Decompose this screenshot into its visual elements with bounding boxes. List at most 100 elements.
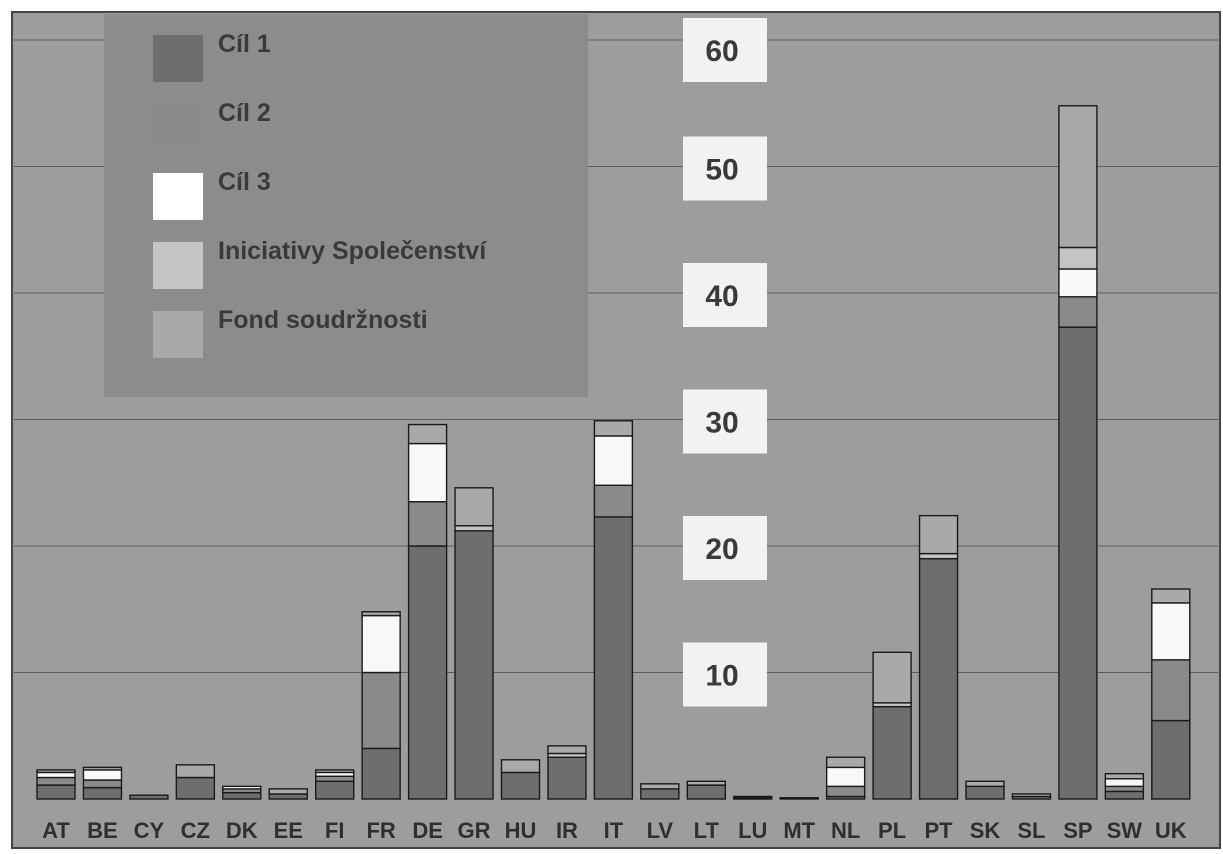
x-tick-label: FI [325, 818, 345, 843]
x-tick-label: IR [556, 818, 578, 843]
bar-segment-at-1 [36, 776, 76, 786]
y-tick-box [683, 642, 767, 707]
x-tick-label: AT [42, 818, 70, 843]
bar-segment-hu-0 [500, 771, 541, 800]
bar-segment-lv-0 [640, 788, 680, 800]
bar-segment-ir-0 [547, 756, 587, 800]
legend-swatch [153, 311, 203, 358]
x-tick-label: SK [970, 818, 1001, 843]
legend: Cíl 1 Cíl 2 Cíl 3 Iniciativy Společenství Fo… [104, 14, 588, 397]
bar-segment-sw-4 [1104, 773, 1145, 780]
bar-segment-sp-4 [1058, 105, 1098, 249]
legend-swatch [153, 173, 203, 220]
bar-segment-lt-4 [686, 780, 726, 786]
y-tick-label: 30 [705, 407, 738, 440]
y-tick-box [683, 263, 767, 327]
bar-segment-mt-0 [779, 797, 819, 800]
x-axis-labels: AT BE CY CZ DK EE FI FR DE GR HU IR IT LV LT LU MT NL PL PT… [42, 818, 1187, 843]
bar-segment-pt-3 [918, 552, 959, 560]
bar-segment-hu-4 [500, 759, 541, 774]
x-tick-label: SL [1017, 818, 1045, 843]
bar-segment-be-4 [82, 766, 123, 771]
y-axis-ticks: 10 20 30 40 50 60 [683, 18, 767, 707]
legend-label: Cíl 2 [218, 99, 271, 127]
bar-segment-cy-0 [129, 794, 169, 800]
x-tick-label: MT [783, 818, 815, 843]
bar-segment-pl-4 [872, 651, 912, 704]
bar-segment-uk-4 [1151, 588, 1191, 604]
x-tick-label: CY [134, 818, 165, 843]
x-tick-label: NL [831, 818, 860, 843]
bar-segment-de-4 [407, 423, 448, 445]
bar-segment-it-1 [593, 484, 634, 518]
bar-segment-cz-0 [175, 776, 216, 800]
y-tick-box [683, 516, 767, 580]
x-tick-label: LV [647, 818, 674, 843]
x-tick-label: HU [505, 818, 537, 843]
y-tick-label: 40 [705, 280, 738, 313]
bar-segment-sp-2 [1058, 268, 1098, 298]
bar-segment-fi-4 [315, 769, 355, 774]
bar-segment-it-4 [593, 420, 634, 437]
bar-segment-sl-4 [1011, 793, 1052, 798]
bar-segment-fr-0 [361, 747, 401, 800]
bar-segment-fr-2 [361, 614, 401, 674]
bar-segment-de-1 [407, 501, 448, 547]
bar-segment-gr-0 [454, 530, 494, 800]
x-tick-label: PT [924, 818, 953, 843]
x-tick-label: EE [274, 818, 303, 843]
bar-segment-sw-0 [1104, 790, 1145, 800]
bar-segment-at-4 [36, 769, 76, 774]
x-tick-label: IT [604, 818, 624, 843]
bar-segment-ee-4 [268, 788, 308, 795]
x-tick-label: LT [694, 818, 720, 843]
x-tick-label: LU [738, 818, 767, 843]
bar-segment-nl-2 [825, 766, 866, 788]
bar-segment-sp-1 [1058, 296, 1098, 328]
bar-segment-sp-3 [1058, 246, 1098, 270]
legend-label: Cíl 3 [218, 168, 271, 196]
x-tick-label: GR [458, 818, 491, 843]
bars [36, 105, 1191, 800]
bar-segment-at-2 [36, 771, 76, 779]
bar-segment-sp-0 [1058, 326, 1098, 800]
bar-segment-pl-0 [872, 705, 912, 800]
x-tick-label: FR [366, 818, 395, 843]
legend-swatch [153, 242, 203, 289]
x-tick-label: SW [1107, 818, 1143, 843]
x-tick-label: DK [226, 818, 258, 843]
y-tick-box [683, 136, 767, 201]
bar-segment-dk-2 [222, 785, 262, 790]
y-tick-label: 60 [705, 35, 738, 68]
y-tick-label: 50 [705, 154, 738, 187]
y-tick-label: 10 [705, 660, 738, 693]
x-tick-label: UK [1155, 818, 1187, 843]
y-tick-label: 20 [705, 533, 738, 566]
legend-swatch [153, 104, 203, 151]
bar-segment-uk-1 [1151, 659, 1191, 722]
bar-segment-fi-0 [315, 780, 355, 800]
bar-segment-lv-4 [640, 783, 680, 790]
bar-segment-de-2 [407, 442, 448, 503]
bar-segment-lt-0 [686, 784, 726, 800]
bar-segment-cz-4 [175, 764, 216, 779]
x-tick-label: DE [412, 818, 443, 843]
bar-segment-be-1 [82, 779, 123, 789]
bar-segment-be-2 [82, 769, 123, 781]
x-tick-label: SP [1063, 818, 1092, 843]
bar-segment-fr-4 [361, 611, 401, 617]
y-tick-box [683, 18, 767, 82]
bar-segment-uk-0 [1151, 719, 1191, 800]
legend-label: Fond soudržnosti [218, 306, 428, 334]
x-tick-label: BE [87, 818, 118, 843]
bar-segment-it-2 [593, 435, 634, 486]
bar-segment-de-0 [407, 545, 448, 800]
bar-segment-ee-0 [268, 793, 308, 800]
bar-segment-sk-0 [965, 785, 1005, 800]
bar-segment-ir-4 [547, 745, 587, 755]
bar-segment-uk-2 [1151, 602, 1191, 661]
bar-segment-fi-1 [315, 775, 355, 782]
bar-segment-gr-4 [454, 487, 494, 527]
